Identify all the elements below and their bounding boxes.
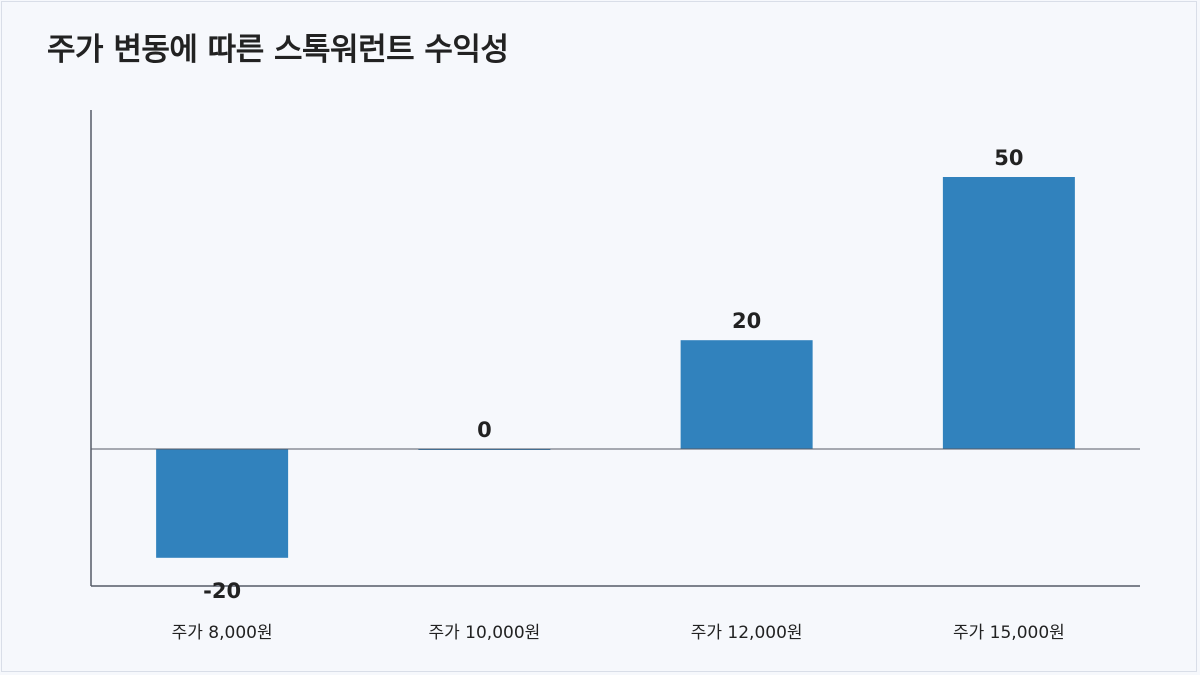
value-label-1: -20 xyxy=(203,579,241,603)
value-label-2: 0 xyxy=(477,418,492,442)
labels-group: -20 주가 8,000원 0 주가 10,000원 20 주가 12,000원 50 주가 … xyxy=(172,146,1065,643)
axes-group xyxy=(90,110,1140,587)
category-label-1: 주가 8,000원 xyxy=(172,623,273,643)
bar-4 xyxy=(942,177,1075,449)
bar-1 xyxy=(156,449,289,558)
category-label-3: 주가 12,000원 xyxy=(691,623,803,643)
value-label-3: 20 xyxy=(732,309,761,333)
bars-group xyxy=(156,177,1075,558)
category-label-4: 주가 15,000원 xyxy=(953,623,1065,643)
value-label-4: 50 xyxy=(994,146,1023,170)
chart-title: 주가 변동에 따른 스톡워런트 수익성 xyxy=(47,32,509,68)
category-label-2: 주가 10,000원 xyxy=(428,623,540,643)
bar-3 xyxy=(680,340,813,449)
